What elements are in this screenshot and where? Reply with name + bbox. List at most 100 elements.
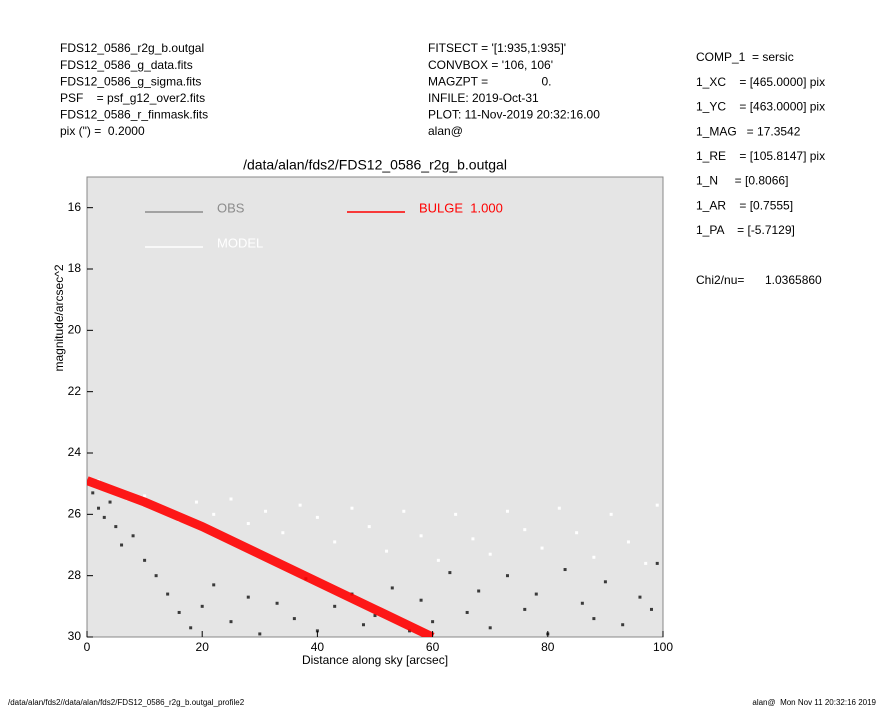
data-point <box>120 543 124 547</box>
header-center-line: alan@ <box>428 124 463 138</box>
data-point <box>246 522 250 526</box>
data-point <box>154 574 158 578</box>
data-point <box>315 515 319 519</box>
x-tick-label: 0 <box>84 640 91 654</box>
data-point <box>575 531 579 535</box>
data-point <box>419 598 423 602</box>
header-left-line: PSF = psf_g12_over2.fits <box>60 91 205 105</box>
data-point <box>431 620 435 624</box>
data-point <box>477 589 481 593</box>
data-point <box>189 626 193 630</box>
bulge-profile <box>87 476 435 637</box>
param-line: 1_RE = [105.8147] pix <box>696 149 825 163</box>
param-line: 1_AR = [0.7555] <box>696 198 793 212</box>
data-point <box>465 610 469 614</box>
legend-label: OBS <box>217 200 245 215</box>
data-point <box>563 568 567 572</box>
y-axis-label: magnitude/arcsec^2 <box>52 264 66 371</box>
data-point <box>298 503 302 507</box>
data-point <box>350 506 354 510</box>
footer-left: /data/alan/fds2//data/alan/fds2/FDS12_05… <box>8 698 245 707</box>
chi2-value: 1.0365860 <box>765 273 822 287</box>
data-point <box>333 540 337 544</box>
data-point <box>534 592 538 596</box>
data-point <box>131 534 135 538</box>
data-point <box>488 626 492 630</box>
chart-title: /data/alan/fds2/FDS12_0586_r2g_b.outgal <box>243 157 507 173</box>
data-point <box>419 534 423 538</box>
data-point <box>390 586 394 590</box>
data-point <box>621 623 625 627</box>
data-point <box>644 561 648 565</box>
data-point <box>454 512 458 516</box>
data-point <box>385 549 389 553</box>
data-point <box>367 525 371 529</box>
y-tick-label: 30 <box>68 629 82 643</box>
data-point <box>638 595 642 599</box>
x-tick-label: 60 <box>426 640 440 654</box>
data-point <box>212 583 216 587</box>
param-line: 1_MAG = 17.3542 <box>696 124 801 138</box>
data-point <box>264 509 268 513</box>
data-point <box>108 500 112 504</box>
data-point <box>603 580 607 584</box>
x-tick-label: 20 <box>196 640 210 654</box>
param-line: 1_PA = [-5.7129] <box>696 223 795 237</box>
data-point <box>373 614 377 618</box>
data-point <box>580 601 584 605</box>
data-point <box>102 515 106 519</box>
header-center-line: PLOT: 11-Nov-2019 20:32:16.00 <box>428 108 600 122</box>
data-point <box>655 503 659 507</box>
legend-label: BULGE 1.000 <box>419 200 503 215</box>
data-point <box>655 561 659 565</box>
data-point <box>258 632 262 636</box>
y-tick-label: 26 <box>68 507 82 521</box>
data-point <box>488 552 492 556</box>
data-point <box>97 506 101 510</box>
plot-area <box>87 476 659 637</box>
x-tick-label: 40 <box>311 640 325 654</box>
data-point <box>246 595 250 599</box>
data-point <box>143 558 147 562</box>
param-line: COMP_1 = sersic <box>696 50 794 64</box>
data-point <box>229 620 233 624</box>
x-tick-label: 80 <box>541 640 555 654</box>
y-tick-label: 22 <box>68 384 82 398</box>
data-point <box>361 623 365 627</box>
header-left-line: FDS12_0586_r_finmask.fits <box>60 108 208 122</box>
data-point <box>609 512 613 516</box>
header-left-line: FDS12_0586_g_data.fits <box>60 58 193 72</box>
data-point <box>281 531 285 535</box>
param-line: 1_YC = [463.0000] pix <box>696 100 825 114</box>
param-line: 1_N = [0.8066] <box>696 174 788 188</box>
data-point <box>505 509 509 513</box>
data-point <box>177 610 181 614</box>
data-point <box>292 617 296 621</box>
data-point <box>448 571 452 575</box>
data-point <box>505 574 509 578</box>
legend-label: MODEL <box>217 235 263 250</box>
data-point <box>194 500 198 504</box>
data-point <box>114 525 118 529</box>
data-point <box>471 537 475 541</box>
data-point <box>143 494 147 498</box>
data-point <box>649 607 653 611</box>
y-tick-label: 28 <box>68 568 82 582</box>
data-point <box>200 604 204 608</box>
header-left-line: FDS12_0586_g_sigma.fits <box>60 74 201 88</box>
header-center-line: MAGZPT = 0. <box>428 74 551 88</box>
header-left-line: pix (") = 0.2000 <box>60 124 145 138</box>
data-point <box>275 601 279 605</box>
header-center-line: INFILE: 2019-Oct-31 <box>428 91 539 105</box>
data-point <box>333 604 337 608</box>
data-point <box>523 607 527 611</box>
header-center-line: FITSECT = '[1:935,1:935]' <box>428 41 566 55</box>
data-point <box>592 555 596 559</box>
data-point <box>436 558 440 562</box>
header-left-line: FDS12_0586_r2g_b.outgal <box>60 41 204 55</box>
data-point <box>557 506 561 510</box>
data-point <box>166 592 170 596</box>
y-tick-label: 16 <box>68 200 82 214</box>
